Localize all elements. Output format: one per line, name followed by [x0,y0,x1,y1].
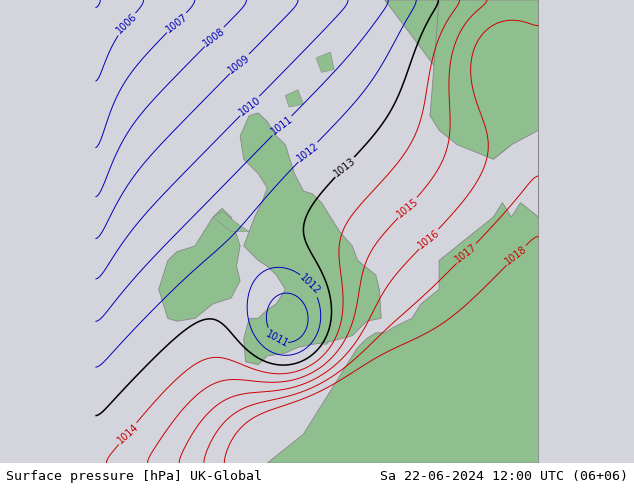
Text: 1011: 1011 [269,114,295,137]
Text: 1012: 1012 [297,272,322,296]
Text: 1016: 1016 [416,228,442,250]
Text: 1014: 1014 [115,422,140,445]
Polygon shape [240,113,381,365]
Text: Sa 22-06-2024 12:00 UTC (06+06): Sa 22-06-2024 12:00 UTC (06+06) [380,470,628,483]
Polygon shape [285,90,304,107]
Text: 1006: 1006 [114,12,139,36]
Polygon shape [158,208,240,321]
Text: 1009: 1009 [226,52,252,75]
Text: 1013: 1013 [332,156,358,178]
Text: 1008: 1008 [202,25,227,48]
Text: 1012: 1012 [295,141,321,164]
Text: Surface pressure [hPa] UK-Global: Surface pressure [hPa] UK-Global [6,470,262,483]
Text: 1010: 1010 [237,95,262,117]
Polygon shape [213,211,249,231]
Polygon shape [430,0,538,159]
Text: 1007: 1007 [164,11,190,34]
Text: 1015: 1015 [395,196,420,220]
Text: 1011: 1011 [264,329,290,349]
Polygon shape [268,0,538,463]
Polygon shape [316,52,334,73]
Polygon shape [321,339,329,344]
Text: 1017: 1017 [453,242,479,265]
Text: 1018: 1018 [503,244,529,267]
